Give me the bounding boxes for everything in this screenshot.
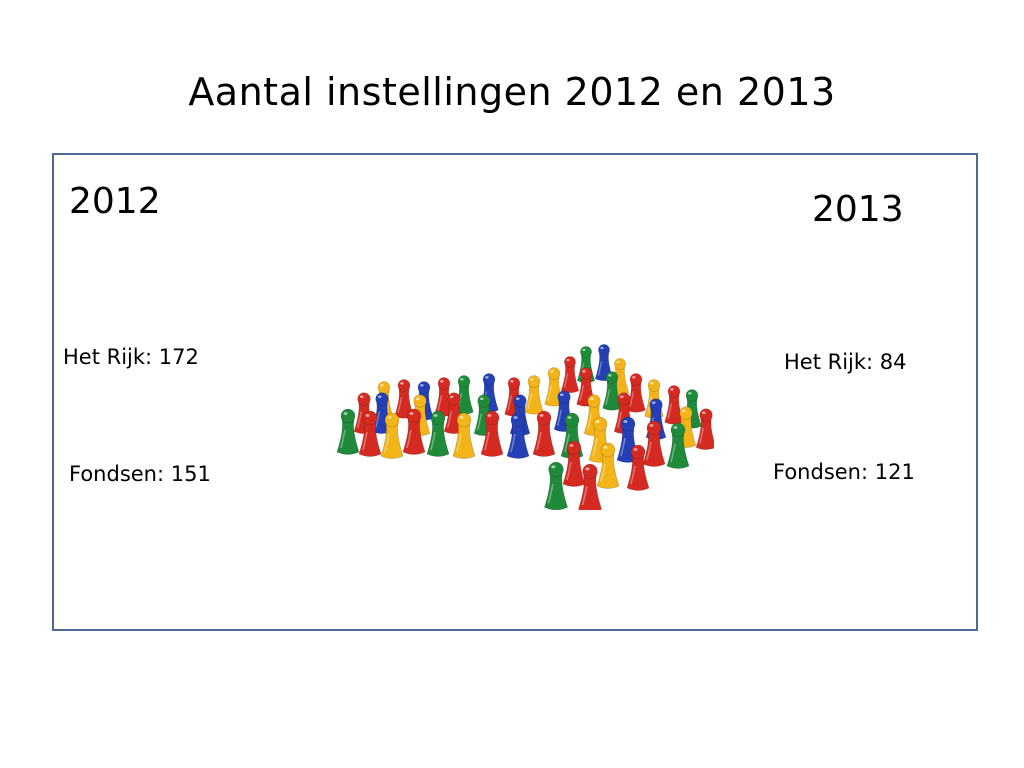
pawn-icon bbox=[560, 356, 580, 394]
pawn-icon bbox=[626, 373, 646, 413]
pawn-icon bbox=[695, 408, 714, 450]
pawn-icon bbox=[480, 410, 504, 457]
pawn-icon bbox=[666, 422, 690, 469]
fondsen-2012-text: Fondsen: 151 bbox=[69, 462, 211, 486]
pawn-icon bbox=[664, 385, 684, 425]
pawn-icon bbox=[532, 410, 556, 457]
year-2013-label: 2013 bbox=[812, 189, 904, 230]
pawn-icon bbox=[358, 410, 382, 457]
year-2012-label: 2012 bbox=[69, 181, 161, 222]
pawn-icon bbox=[544, 461, 568, 510]
pawn-icon bbox=[434, 377, 454, 417]
rijk-2012-text: Het Rijk: 172 bbox=[63, 345, 199, 369]
slide-title: Aantal instellingen 2012 en 2013 bbox=[188, 70, 836, 114]
pawn-icon bbox=[596, 442, 620, 489]
pawn-icon bbox=[506, 412, 530, 459]
pawn-icon bbox=[524, 375, 544, 415]
fondsen-2013-text: Fondsen: 121 bbox=[773, 460, 915, 484]
pawns-illustration bbox=[336, 344, 714, 510]
rijk-2013-text: Het Rijk: 84 bbox=[784, 350, 907, 374]
content-frame: 2012 2013 Het Rijk: 172 Fondsen: 151 Het… bbox=[52, 153, 978, 631]
pawn-icon bbox=[602, 371, 622, 411]
pawn-icon bbox=[642, 420, 666, 467]
pawn-icon bbox=[626, 444, 650, 491]
pawn-icon bbox=[380, 412, 404, 459]
pawn-icon bbox=[426, 410, 450, 457]
pawn-icon bbox=[336, 408, 360, 455]
pawn-icon bbox=[562, 440, 586, 487]
pawn-icon bbox=[402, 408, 426, 455]
pawn-icon bbox=[578, 463, 602, 510]
pawn-icon bbox=[394, 379, 414, 419]
pawn-icon bbox=[452, 412, 476, 459]
